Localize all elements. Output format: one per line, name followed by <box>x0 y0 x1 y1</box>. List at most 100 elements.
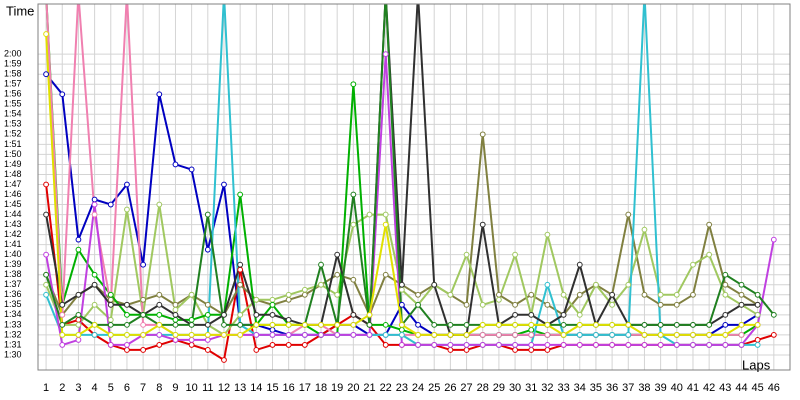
point-marker <box>641 342 648 348</box>
point-marker <box>609 332 616 338</box>
point-marker <box>382 221 389 228</box>
point-marker <box>673 321 680 328</box>
point-marker <box>398 326 405 333</box>
y-tick-label: 1:48 <box>4 169 22 179</box>
point-marker <box>285 321 292 328</box>
y-tick-label: 1:31 <box>4 339 22 349</box>
point-marker <box>334 321 341 328</box>
point-marker <box>301 286 308 293</box>
point-marker <box>609 291 616 298</box>
point-marker <box>754 301 761 308</box>
point-marker <box>738 281 745 288</box>
point-marker <box>512 321 518 328</box>
point-marker <box>593 332 599 338</box>
point-marker <box>172 332 179 338</box>
point-marker <box>463 301 470 308</box>
point-marker <box>301 291 308 298</box>
y-tick-label: 1:57 <box>4 79 22 89</box>
point-marker <box>722 332 729 338</box>
point-marker <box>576 311 583 318</box>
point-marker <box>398 332 405 338</box>
y-tick-label: 1:58 <box>4 69 22 79</box>
x-tick-label: 12 <box>218 382 230 394</box>
point-marker <box>269 326 276 333</box>
point-marker <box>463 347 470 353</box>
point-marker <box>124 301 130 308</box>
x-tick-label: 31 <box>525 382 537 394</box>
point-marker <box>625 342 632 348</box>
point-marker <box>366 332 373 338</box>
point-marker <box>431 342 438 348</box>
point-marker <box>544 231 551 238</box>
point-marker <box>204 311 211 318</box>
point-marker <box>253 296 260 303</box>
point-marker <box>496 332 502 338</box>
y-tick-label: 1:51 <box>4 139 22 149</box>
x-tick-label: 20 <box>347 382 359 394</box>
point-marker <box>350 276 357 283</box>
y-tick-label: 1:37 <box>4 279 22 289</box>
point-marker <box>770 236 777 243</box>
x-tick-label: 19 <box>331 382 343 394</box>
point-marker <box>706 342 713 348</box>
point-marker <box>253 321 260 328</box>
x-tick-label: 25 <box>428 382 440 394</box>
point-marker <box>576 342 583 348</box>
point-marker <box>447 332 454 338</box>
point-marker <box>75 291 82 298</box>
point-marker <box>576 332 583 338</box>
point-marker <box>172 311 179 318</box>
series-line <box>45 4 775 328</box>
point-marker <box>398 281 405 288</box>
x-tick-label: 3 <box>75 382 81 394</box>
point-marker <box>59 332 66 338</box>
x-tick-label: 28 <box>477 382 489 394</box>
point-marker <box>398 321 405 328</box>
point-marker <box>285 332 292 338</box>
point-marker <box>738 321 745 328</box>
point-marker <box>285 316 292 323</box>
y-tick-label: 1:32 <box>4 329 22 339</box>
point-marker <box>75 236 82 243</box>
x-tick-label: 30 <box>509 382 521 394</box>
y-tick-label: 1:52 <box>4 129 22 139</box>
point-marker <box>156 291 163 298</box>
point-marker <box>673 342 680 348</box>
point-marker <box>91 321 98 328</box>
point-marker <box>59 311 66 318</box>
point-marker <box>415 301 421 308</box>
point-marker <box>706 251 713 258</box>
point-marker <box>560 311 567 318</box>
point-marker <box>204 347 211 353</box>
point-marker <box>253 332 260 338</box>
point-marker <box>528 326 535 333</box>
y-tick-label: 1:42 <box>4 229 22 239</box>
x-tick-label: 26 <box>444 382 456 394</box>
point-marker <box>318 321 324 328</box>
point-marker <box>382 271 389 278</box>
point-marker <box>447 291 454 298</box>
point-marker <box>641 321 648 328</box>
point-marker <box>140 332 147 338</box>
point-marker <box>528 321 535 328</box>
point-marker <box>140 347 147 353</box>
point-marker <box>754 342 761 348</box>
point-marker <box>301 321 308 328</box>
point-marker <box>479 321 486 328</box>
point-marker <box>463 342 470 348</box>
y-tick-label: 1:54 <box>4 109 22 119</box>
point-marker <box>431 321 438 328</box>
point-marker <box>156 201 163 208</box>
y-axis-title: Time <box>6 3 34 18</box>
point-marker <box>496 342 502 348</box>
point-marker <box>431 332 438 338</box>
point-marker <box>269 321 276 328</box>
point-marker <box>625 281 632 288</box>
point-marker <box>593 281 599 288</box>
y-tick-label: 1:34 <box>4 309 22 319</box>
point-marker <box>334 271 341 278</box>
point-marker <box>43 181 49 188</box>
point-marker <box>770 311 777 318</box>
point-marker <box>350 221 357 228</box>
